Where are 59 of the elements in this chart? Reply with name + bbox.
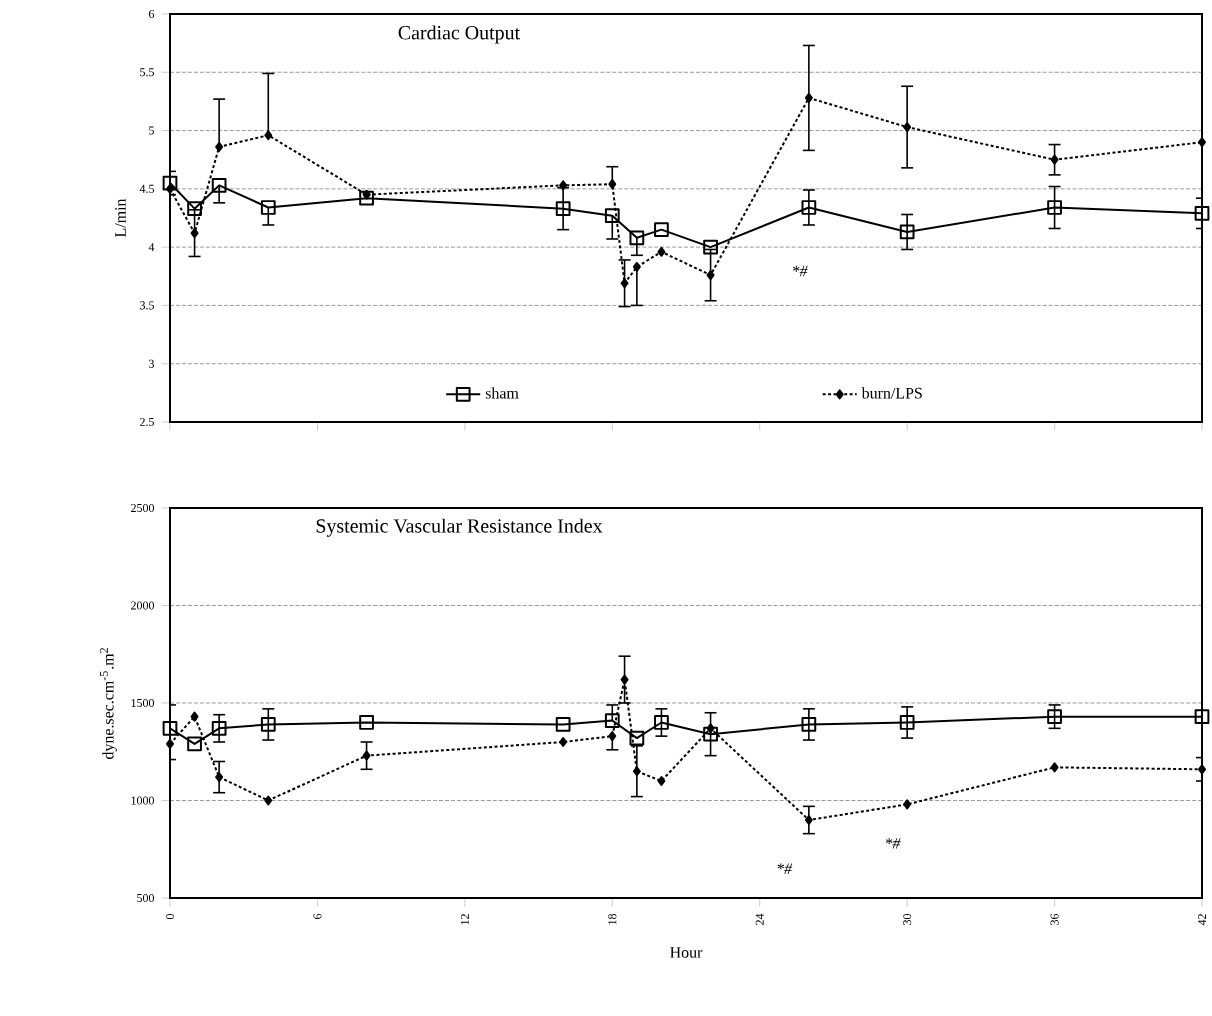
text: Cardiac Output xyxy=(398,25,521,44)
point xyxy=(187,736,202,752)
point xyxy=(632,261,641,272)
point xyxy=(1047,709,1062,725)
point xyxy=(555,717,571,732)
point xyxy=(1050,154,1059,165)
point xyxy=(1194,205,1210,221)
point xyxy=(706,270,715,281)
point xyxy=(211,720,227,736)
point xyxy=(162,720,178,736)
point xyxy=(559,737,568,747)
point xyxy=(703,239,718,255)
point xyxy=(608,731,617,742)
point xyxy=(1198,764,1206,775)
point xyxy=(657,246,666,257)
point xyxy=(899,715,915,730)
point xyxy=(706,723,715,734)
point xyxy=(801,200,817,215)
point xyxy=(804,92,813,103)
point xyxy=(903,122,912,133)
point xyxy=(1047,200,1062,215)
point xyxy=(620,278,629,289)
point xyxy=(215,141,224,152)
chart-title: Systemic Vascular Resistance Index xyxy=(316,518,603,537)
point xyxy=(362,750,371,761)
point xyxy=(190,711,199,722)
point xyxy=(1194,709,1210,725)
point xyxy=(260,717,276,732)
point xyxy=(654,715,669,730)
point xyxy=(264,130,273,141)
point xyxy=(190,228,199,239)
point xyxy=(604,208,620,224)
point xyxy=(801,717,817,732)
point xyxy=(903,799,912,810)
point xyxy=(703,726,718,742)
point xyxy=(657,776,666,786)
point xyxy=(1050,762,1059,773)
point xyxy=(632,766,641,777)
point xyxy=(359,715,374,730)
point xyxy=(362,189,371,200)
point xyxy=(629,730,645,746)
point xyxy=(559,180,568,191)
point xyxy=(187,201,202,217)
point xyxy=(654,222,669,238)
point xyxy=(260,200,276,215)
point xyxy=(264,795,273,806)
point xyxy=(620,674,629,685)
point xyxy=(604,713,620,728)
point xyxy=(1198,137,1206,148)
point xyxy=(359,190,374,206)
point xyxy=(215,772,224,783)
point xyxy=(804,815,813,825)
point xyxy=(899,224,915,240)
point xyxy=(166,738,174,749)
point xyxy=(162,175,178,191)
point xyxy=(555,201,571,217)
point xyxy=(608,179,617,190)
point xyxy=(629,230,645,246)
point xyxy=(211,177,227,193)
